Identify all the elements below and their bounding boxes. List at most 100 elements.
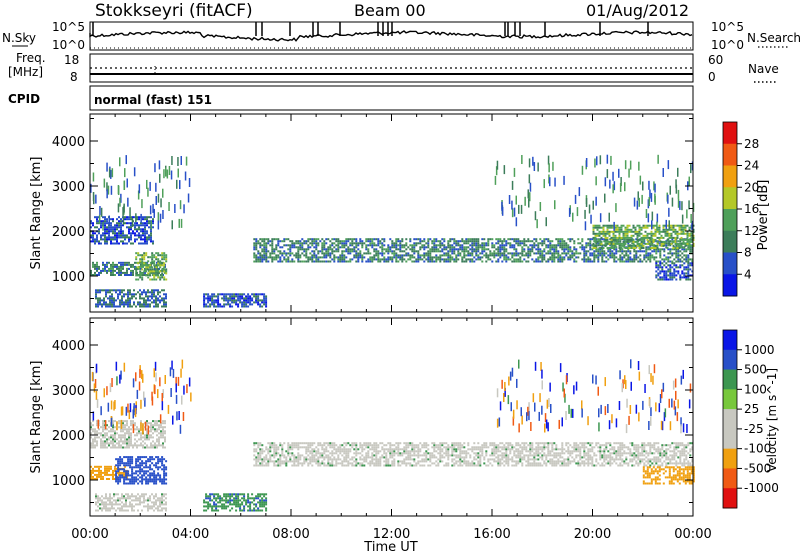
- data-cell: [107, 297, 109, 300]
- data-cell: [341, 244, 344, 247]
- data-cell: [509, 244, 512, 247]
- data-cell: [97, 289, 99, 292]
- data-cell: [257, 240, 260, 243]
- data-cell: [571, 238, 574, 241]
- data-cell: [373, 244, 376, 247]
- data-streak: [157, 212, 160, 222]
- data-cell: [259, 505, 262, 508]
- data-streak: [124, 168, 126, 178]
- data-cell: [343, 244, 346, 247]
- data-cell: [209, 303, 212, 306]
- freq-right-tick-top: 60: [708, 53, 723, 67]
- data-cell: [365, 246, 368, 249]
- data-cell: [632, 240, 635, 243]
- data-cell: [642, 236, 645, 239]
- data-cell: [261, 301, 264, 304]
- data-streak: [548, 163, 550, 173]
- data-cell: [688, 238, 691, 241]
- data-cell: [479, 258, 482, 261]
- data-cell: [273, 258, 276, 261]
- data-cell: [559, 240, 562, 243]
- data-cell: [616, 224, 619, 227]
- data-cell: [667, 252, 670, 255]
- data-cell: [279, 454, 282, 457]
- data-streak: [106, 189, 108, 199]
- data-cell: [114, 265, 116, 268]
- data-cell: [255, 244, 258, 247]
- data-cell: [305, 448, 308, 451]
- data-cell: [658, 236, 661, 239]
- data-cell: [281, 448, 284, 451]
- data-cell: [139, 497, 141, 500]
- data-cell: [225, 501, 228, 504]
- data-cell: [339, 258, 342, 261]
- data-cell: [688, 226, 691, 229]
- data-cell: [139, 503, 141, 506]
- data-cell: [115, 299, 117, 302]
- data-cell: [441, 250, 444, 253]
- data-cell: [684, 226, 687, 229]
- data-cell: [114, 434, 116, 437]
- data-cell: [117, 507, 119, 510]
- data-cell: [317, 250, 320, 253]
- data-cell: [647, 240, 650, 243]
- data-cell: [134, 232, 136, 235]
- data-streak: [642, 181, 644, 191]
- data-cell: [533, 238, 536, 241]
- data-cell: [131, 305, 133, 308]
- data-cell: [149, 464, 152, 467]
- data-cell: [289, 458, 292, 461]
- data-cell: [309, 442, 312, 445]
- data-cell: [113, 289, 115, 292]
- data-cell: [519, 260, 522, 263]
- data-cell: [115, 305, 117, 308]
- data-cell: [259, 242, 262, 245]
- data-cell: [134, 434, 136, 437]
- data-cell: [138, 444, 140, 447]
- data-cell: [327, 254, 330, 257]
- data-cell: [110, 265, 112, 268]
- data-cell: [96, 424, 98, 427]
- data-cell: [108, 261, 110, 264]
- data-cell: [211, 303, 214, 306]
- data-cell: [443, 254, 446, 257]
- data-cell: [315, 254, 318, 257]
- data-cell: [143, 505, 145, 508]
- data-cell: [129, 301, 131, 304]
- data-cell: [597, 248, 600, 251]
- data-cell: [677, 244, 680, 247]
- data-streak: [529, 182, 532, 192]
- data-cell: [377, 258, 380, 261]
- data-cell: [149, 266, 152, 269]
- data-cell: [157, 468, 160, 471]
- data-cell: [650, 232, 653, 235]
- data-cell: [495, 238, 498, 241]
- data-cell: [95, 289, 97, 292]
- data-cell: [315, 244, 318, 247]
- data-cell: [217, 297, 220, 300]
- data-cell: [353, 254, 356, 257]
- data-cell: [445, 246, 448, 249]
- data-cell: [679, 264, 682, 267]
- data-cell: [313, 456, 316, 459]
- data-cell: [255, 240, 258, 243]
- data-cell: [131, 495, 133, 498]
- data-cell: [369, 258, 372, 261]
- data-cell: [455, 248, 458, 251]
- data-cell: [287, 256, 290, 259]
- data-cell: [501, 254, 504, 257]
- data-cell: [685, 266, 688, 269]
- data-cell: [461, 258, 464, 261]
- data-cell: [106, 240, 108, 243]
- data-cell: [153, 497, 155, 500]
- data-cell: [94, 274, 96, 276]
- data-cell: [106, 438, 108, 441]
- data-cell: [148, 226, 150, 229]
- data-cell: [144, 236, 146, 239]
- data-cell: [163, 305, 165, 308]
- data-cell: [137, 503, 139, 506]
- data-cell: [157, 456, 160, 459]
- data-cell: [347, 252, 350, 255]
- data-cell: [665, 272, 668, 275]
- data-cell: [147, 291, 149, 294]
